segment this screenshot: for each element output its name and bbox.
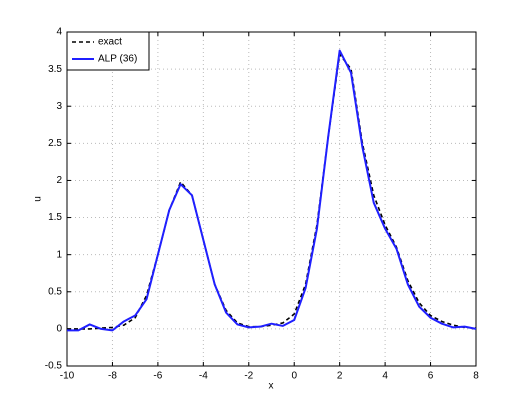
x-axis-label: x	[269, 381, 274, 392]
x-tick-label: -10	[60, 371, 75, 382]
x-tick-label: -6	[153, 371, 162, 382]
y-tick-label: 3.5	[48, 64, 62, 75]
data-line	[67, 49, 477, 332]
y-tick-label: 4	[56, 27, 62, 38]
y-tick-label: 0.5	[48, 286, 62, 297]
legend-box	[66, 31, 150, 71]
y-tick-label: 0	[56, 324, 62, 335]
y-axis-label: u	[33, 196, 44, 202]
legend-label: ALP (36)	[98, 54, 137, 65]
x-tick-label: 0	[291, 371, 297, 382]
y-tick-label: 2	[56, 175, 62, 186]
y-tick-label: 3	[56, 101, 62, 112]
x-tick-label: 4	[382, 371, 388, 382]
y-tick-label: 1	[56, 249, 62, 260]
x-tick-label: 8	[473, 371, 479, 382]
y-tick-label: -0.5	[45, 361, 63, 372]
x-tick-label: 2	[337, 371, 343, 382]
x-tick-label: -8	[108, 371, 117, 382]
legend-label: exact	[98, 37, 122, 48]
y-tick-label: 1.5	[48, 212, 62, 223]
plot-frame	[66, 31, 477, 367]
x-tick-label: -2	[244, 371, 253, 382]
y-tick-label: 2.5	[48, 138, 62, 149]
data-line	[67, 53, 477, 330]
x-tick-label: 6	[428, 371, 434, 382]
x-tick-label: -4	[199, 371, 208, 382]
